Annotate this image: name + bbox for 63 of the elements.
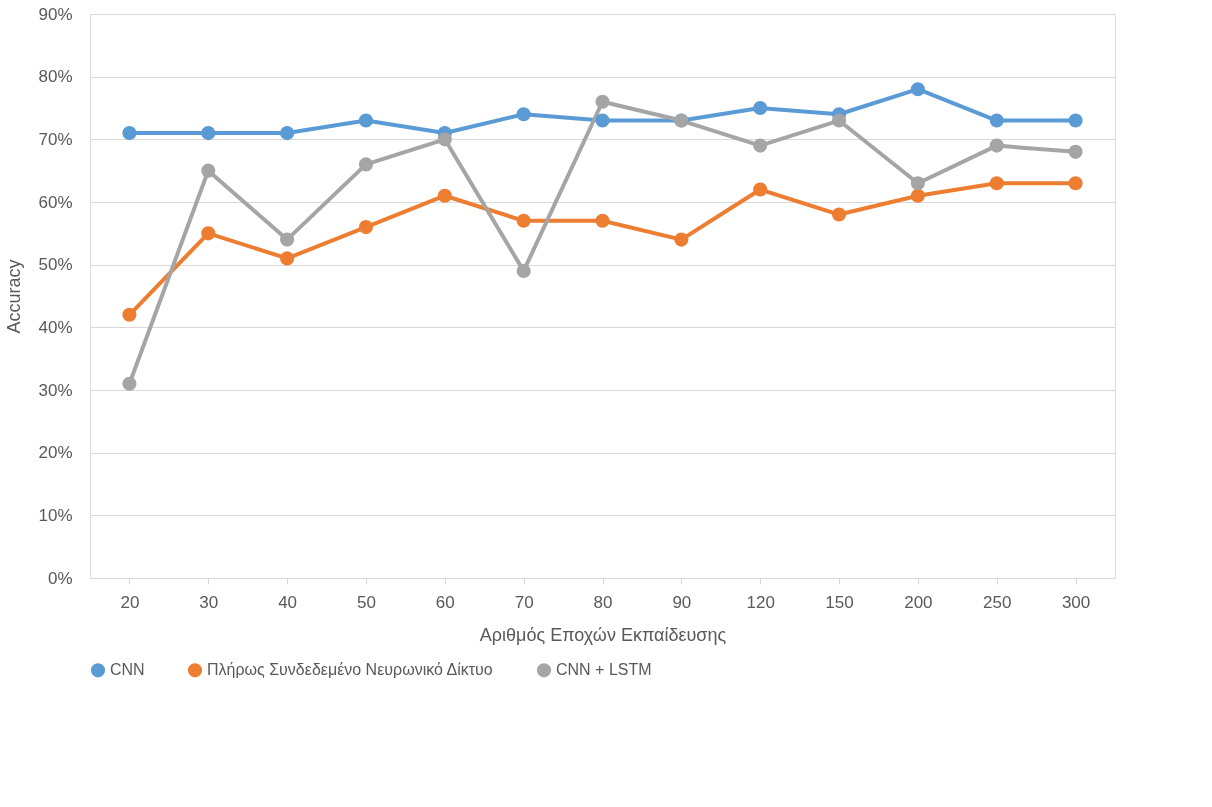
- point: [358, 113, 374, 128]
- point: [989, 138, 1004, 153]
- y-tick-label: 70%: [38, 129, 73, 149]
- legend-label: CNN + LSTM: [556, 661, 652, 679]
- point: [1068, 113, 1083, 128]
- point: [280, 232, 295, 247]
- x-tick-label: 250: [983, 592, 1012, 612]
- legend-label: CNN: [110, 661, 145, 679]
- x-tick-label: 30: [199, 592, 219, 612]
- x-tick-label: 90: [672, 592, 692, 612]
- x-tick-label: 120: [746, 592, 775, 612]
- point: [753, 182, 768, 197]
- x-tick-label: 70: [514, 592, 534, 612]
- point: [201, 226, 216, 241]
- point: [1068, 144, 1083, 159]
- x-tick-label: 200: [904, 592, 933, 612]
- y-tick-label: 10%: [38, 505, 73, 525]
- y-tick-label: 0%: [47, 568, 73, 588]
- x-tick-label: 80: [593, 592, 613, 612]
- point: [358, 220, 374, 235]
- x-tick-label: 60: [435, 592, 455, 612]
- y-tick-label: 90%: [38, 4, 73, 24]
- point: [201, 163, 216, 178]
- point: [516, 107, 531, 122]
- point: [516, 213, 531, 228]
- point: [280, 251, 295, 266]
- y-tick-label: 60%: [38, 192, 73, 212]
- point: [910, 188, 925, 203]
- point: [358, 157, 374, 172]
- y-axis-title: Accuracy: [4, 259, 25, 334]
- point: [753, 138, 768, 153]
- x-tick-label: 20: [120, 592, 140, 612]
- point: [516, 263, 531, 278]
- point: [122, 126, 137, 141]
- point: [280, 126, 295, 141]
- y-tick-label: 80%: [38, 67, 73, 87]
- point: [595, 113, 610, 128]
- point: [437, 188, 452, 203]
- legend-label: Πλήρως Συνδεδεμένο Νευρωνικό Δίκτυο: [207, 661, 493, 679]
- point: [595, 94, 610, 109]
- y-tick-label: 20%: [38, 443, 73, 463]
- point: [122, 376, 137, 391]
- y-tick-label: 50%: [38, 255, 73, 275]
- x-tick-label: 300: [1061, 592, 1091, 612]
- x-axis-title: Αριθμός Εποχών Εκπαίδευσης: [479, 624, 727, 645]
- y-tick-label: 40%: [38, 317, 73, 337]
- point: [122, 307, 137, 322]
- x-tick-label: 40: [278, 592, 298, 612]
- point: [753, 100, 768, 116]
- point: [910, 82, 925, 97]
- point: [595, 213, 610, 228]
- point: [910, 176, 925, 191]
- x-tick-label: 50: [357, 592, 376, 612]
- point: [831, 207, 847, 222]
- point: [201, 126, 216, 141]
- point: [989, 113, 1004, 128]
- point: [674, 232, 689, 247]
- point: [1068, 176, 1083, 191]
- y-tick-label: 30%: [38, 380, 73, 400]
- x-tick-label: 150: [825, 592, 854, 612]
- point: [989, 176, 1004, 191]
- point: [437, 132, 452, 147]
- point: [831, 113, 847, 128]
